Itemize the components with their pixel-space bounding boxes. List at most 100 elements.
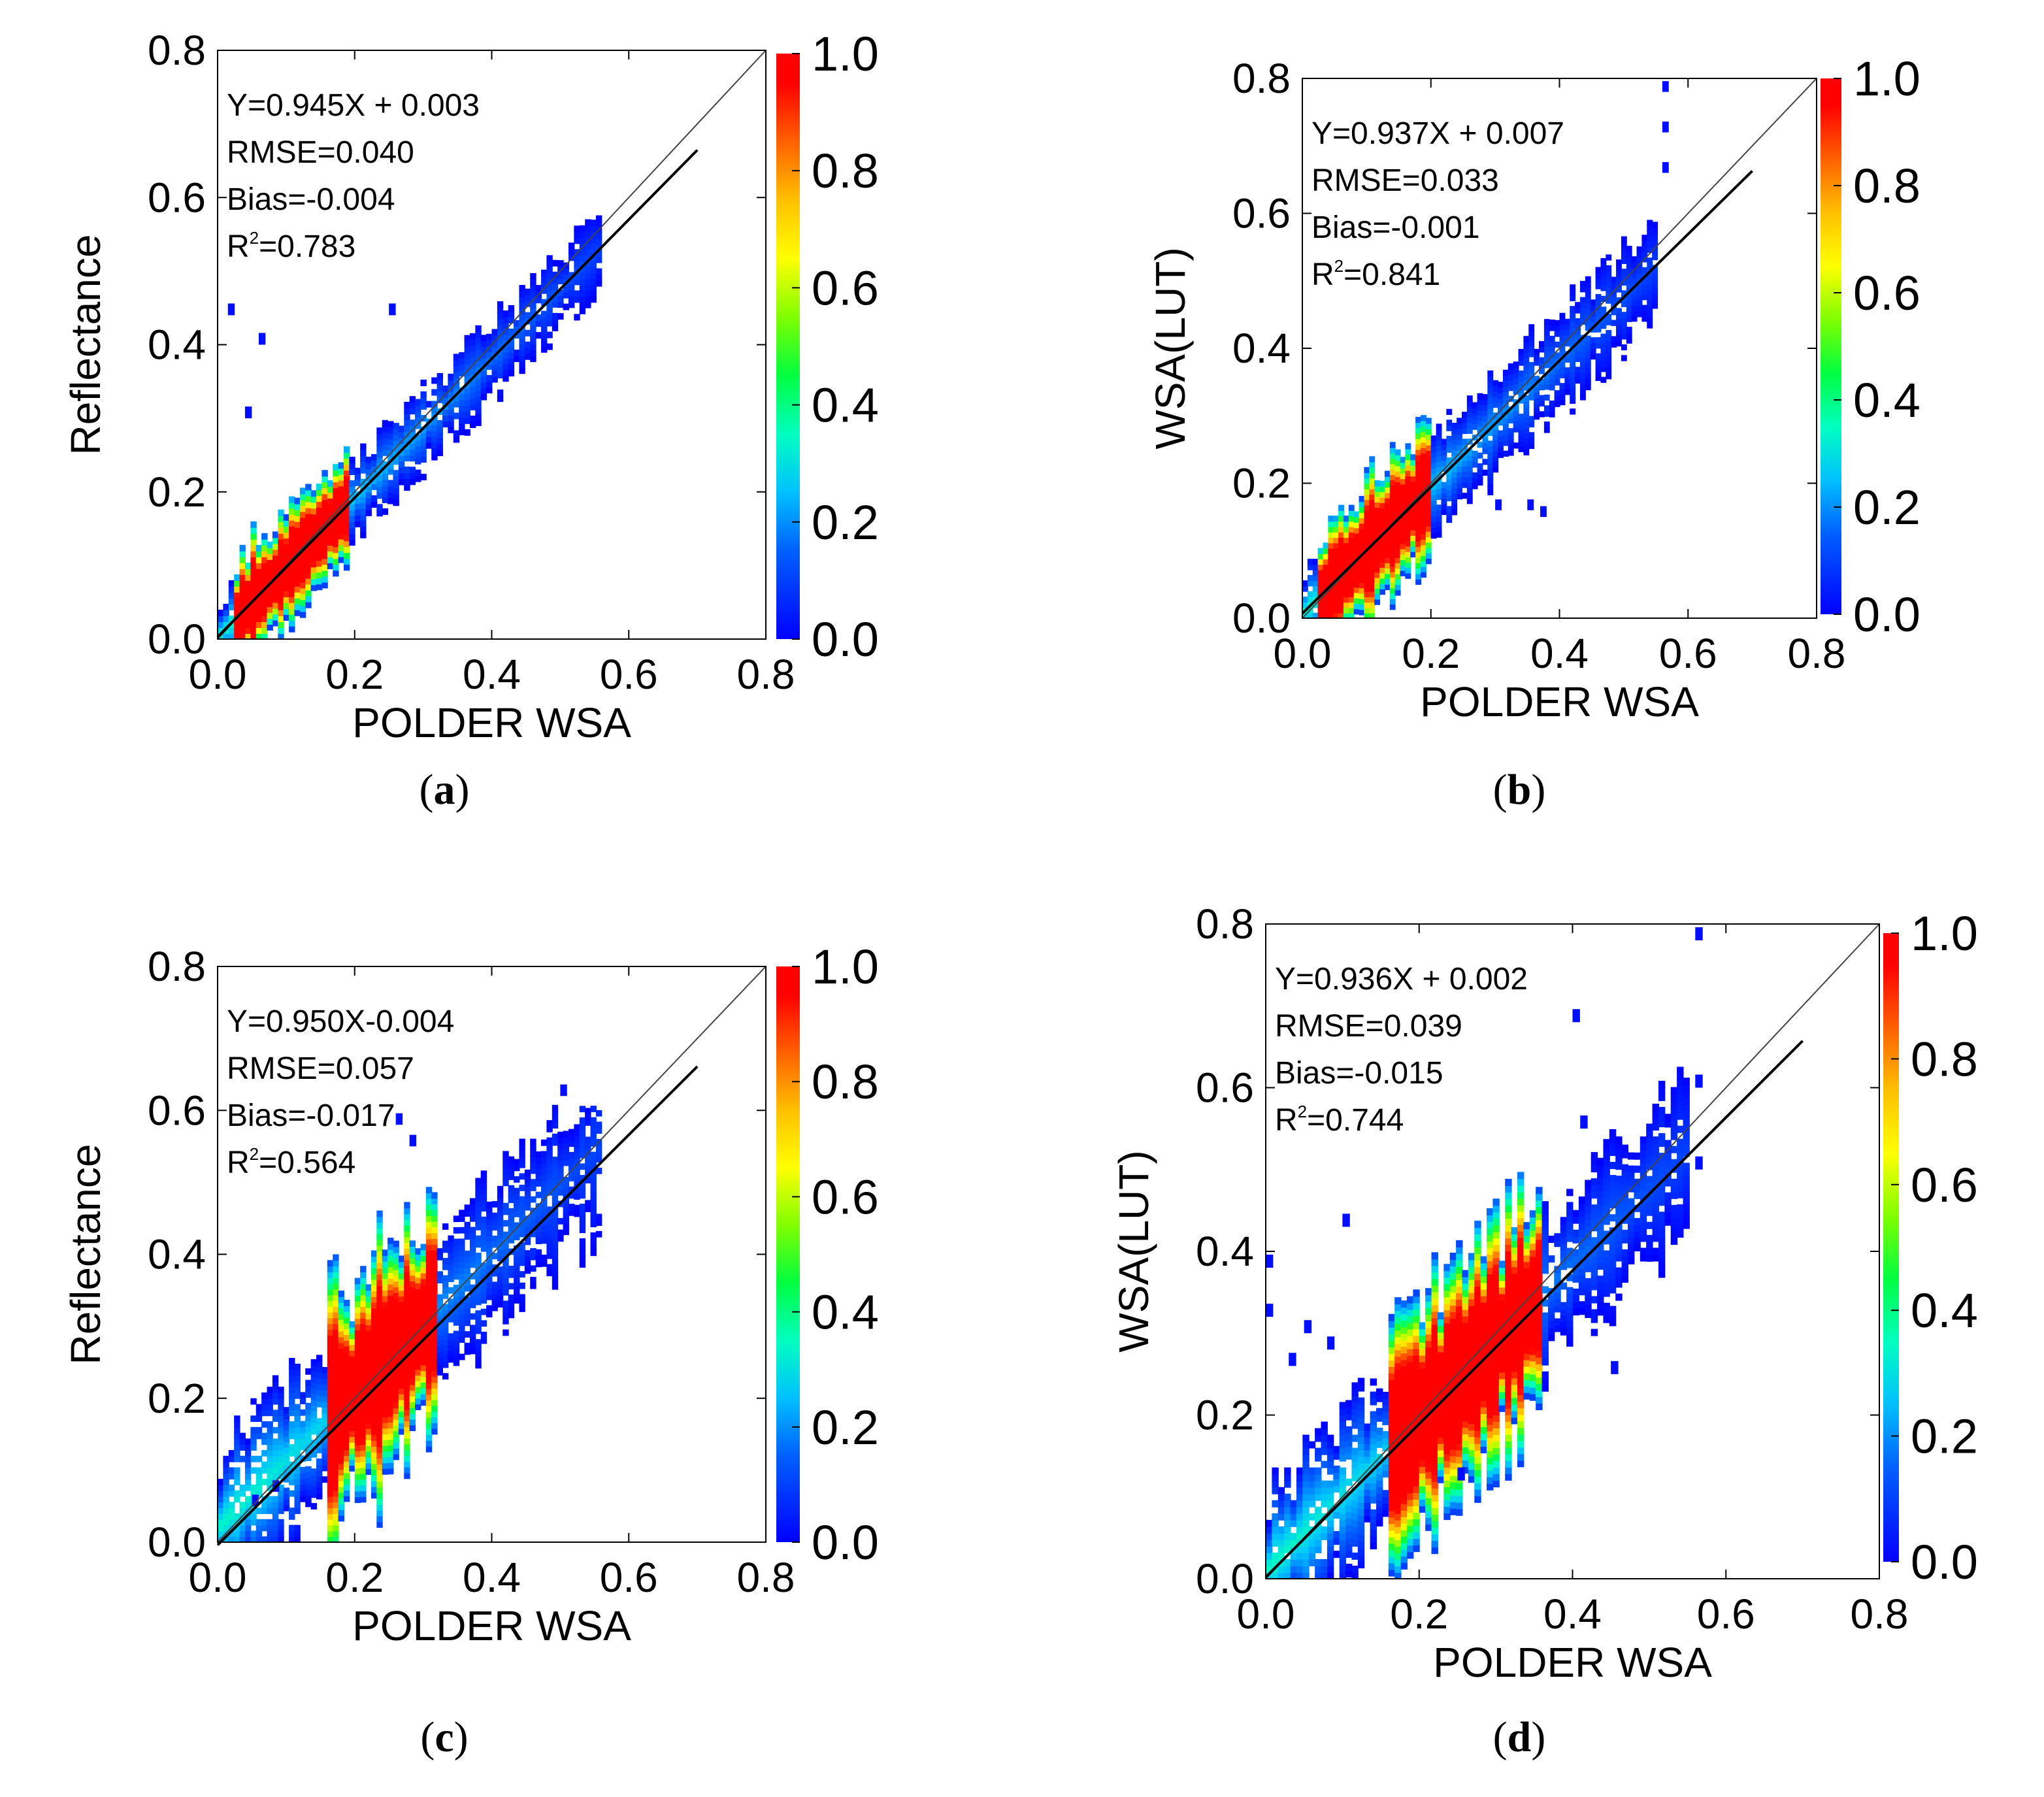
density-cell (1579, 313, 1586, 320)
density-cell (1364, 1489, 1371, 1496)
density-cell (349, 521, 355, 529)
density-cell (1523, 357, 1530, 364)
density-cell (333, 1358, 339, 1364)
density-cell (1284, 1506, 1291, 1514)
density-cell (371, 1250, 378, 1257)
density-cell (1364, 569, 1370, 576)
density-cell (409, 1315, 416, 1322)
density-cell (294, 1536, 301, 1543)
density-cell (574, 1187, 580, 1195)
x-tick-label: 0.6 (600, 651, 658, 698)
density-cell (1502, 380, 1509, 387)
panel-label: (a) (420, 766, 470, 814)
density-cell (1405, 535, 1411, 541)
density-cell (1400, 1549, 1408, 1557)
density-cell (1456, 1449, 1463, 1457)
density-cell (491, 364, 498, 371)
density-cell (1369, 591, 1376, 597)
density-cell (1400, 462, 1406, 469)
density-cell (1498, 392, 1504, 399)
density-cell (409, 1372, 416, 1379)
density-cell (1339, 1467, 1347, 1475)
density-cell (1327, 1572, 1334, 1579)
density-cell (1436, 445, 1442, 452)
density-cell (289, 1490, 295, 1497)
density-cell (409, 1378, 416, 1385)
density-cell (1302, 1565, 1310, 1573)
density-cell (557, 266, 564, 273)
density-cell (1457, 466, 1462, 472)
density-cell (1559, 388, 1566, 395)
density-cell (365, 491, 372, 499)
density-cell (1652, 254, 1658, 261)
density-cell (464, 411, 470, 418)
density-cell (437, 1334, 443, 1342)
density-cell (1502, 440, 1509, 446)
density-cell (333, 1260, 339, 1267)
density-cell (310, 1479, 318, 1487)
density-cell (1357, 1430, 1365, 1438)
density-cell (256, 1455, 263, 1462)
density-cell (1437, 1345, 1445, 1353)
density-cell (475, 1206, 482, 1213)
density-cell (1419, 1387, 1426, 1395)
density-cell (321, 558, 328, 565)
density-cell (371, 495, 378, 502)
density-cell (343, 1340, 350, 1347)
density-cell (244, 1479, 252, 1485)
density-cell (1518, 419, 1525, 425)
density-cell (387, 497, 394, 504)
density-cell (278, 556, 284, 563)
density-cell (1338, 510, 1344, 517)
density-cell (333, 1398, 339, 1405)
density-cell (360, 1479, 367, 1486)
density-cell (333, 1426, 339, 1434)
density-cell (289, 596, 295, 603)
density-cell (431, 377, 438, 384)
density-cell (343, 546, 350, 553)
density-cell (1382, 1418, 1389, 1426)
density-cell (1652, 291, 1658, 299)
density-cell (321, 482, 328, 489)
density-cell (1575, 323, 1581, 330)
density-cell (1528, 378, 1535, 384)
density-cell (1449, 1298, 1457, 1306)
density-cell (1579, 372, 1586, 379)
density-cell (1406, 1309, 1414, 1317)
density-cell (514, 1199, 520, 1206)
density-cell (1595, 299, 1602, 306)
density-cell (524, 1238, 531, 1245)
density-cell (1626, 305, 1632, 312)
density-cell (1328, 548, 1334, 554)
density-cell (448, 1339, 454, 1345)
density-cell (1585, 297, 1591, 305)
density-cell (343, 493, 350, 501)
density-cell (1472, 418, 1478, 425)
density-cell (431, 1204, 438, 1210)
density-cell (1415, 552, 1422, 558)
density-cell (420, 1376, 427, 1383)
rmse-value: RMSE=0.057 (227, 1051, 414, 1086)
density-cell (1364, 596, 1370, 603)
density-cell (1413, 1335, 1420, 1343)
density-cell (1415, 476, 1422, 483)
density-cell (442, 1338, 449, 1345)
density-cell (343, 1334, 350, 1341)
density-cell (448, 1258, 454, 1265)
density-cell (1388, 1412, 1396, 1420)
density-cell (1333, 564, 1340, 570)
density-cell (1570, 316, 1576, 323)
density-cell (239, 1502, 246, 1509)
density-cell (371, 471, 378, 478)
density-cell (1315, 1480, 1322, 1488)
density-cell (1400, 1353, 1408, 1360)
density-cell (519, 1294, 525, 1301)
density-cell (239, 544, 246, 552)
density-cell (1382, 1431, 1389, 1439)
density-cell (376, 1423, 383, 1430)
density-cell (278, 533, 284, 540)
density-cell (1498, 452, 1504, 458)
density-cell (1389, 555, 1396, 562)
density-cell (283, 602, 290, 610)
density-cell (228, 591, 235, 599)
